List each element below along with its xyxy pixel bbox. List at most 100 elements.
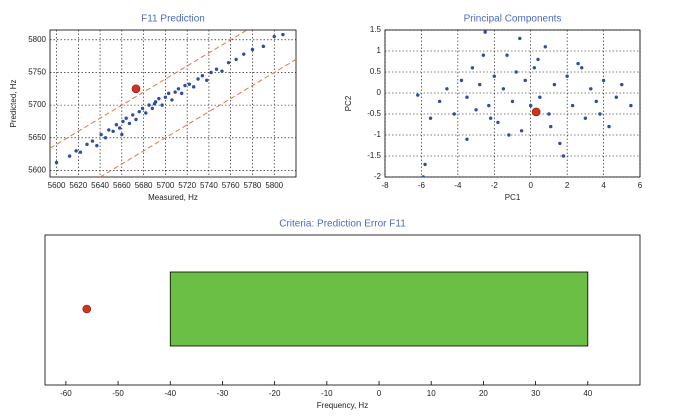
data-point	[205, 78, 209, 83]
y-tick-label: -0.5	[367, 109, 381, 118]
x-tick-label: 0	[528, 181, 533, 190]
data-point	[200, 74, 205, 78]
data-point	[607, 124, 611, 129]
data-point	[85, 142, 89, 147]
x-axis-label: Frequency, Hz	[317, 401, 368, 410]
chart-title: F11 Prediction	[141, 14, 205, 25]
x-tick-label: -40	[164, 389, 176, 398]
data-point	[54, 160, 59, 165]
data-point	[501, 87, 506, 91]
data-point	[209, 70, 213, 75]
data-point	[518, 36, 522, 41]
data-point	[445, 87, 449, 91]
data-point	[547, 112, 551, 116]
y-tick-label: 5800	[28, 35, 46, 44]
data-point	[505, 53, 509, 57]
data-point	[103, 136, 108, 140]
data-point	[558, 141, 562, 146]
x-tick-label: 20	[479, 389, 488, 398]
x-tick-label: 5720	[178, 181, 196, 190]
chart-title: Criteria: Prediction Error F11	[279, 219, 406, 230]
x-tick-label: -50	[112, 389, 124, 398]
data-point	[74, 149, 78, 153]
data-point	[131, 113, 135, 117]
data-point	[570, 103, 575, 108]
plot-area	[49, 29, 297, 178]
data-point	[99, 132, 103, 137]
data-point	[187, 82, 192, 86]
chart-title: Principal Components	[464, 14, 562, 25]
data-point	[152, 102, 157, 106]
y-axis-label: Predicted, Hz	[9, 79, 18, 127]
data-point	[67, 154, 72, 158]
x-tick-label: 0	[377, 389, 382, 398]
reference-line	[99, 58, 296, 177]
data-point	[452, 112, 456, 116]
data-point	[166, 91, 171, 96]
data-point	[470, 66, 475, 70]
data-point	[250, 47, 255, 52]
data-point	[483, 30, 487, 34]
x-tick-label: 5780	[244, 181, 262, 190]
data-point	[474, 108, 478, 112]
data-point	[144, 111, 148, 115]
data-point	[107, 128, 111, 132]
x-tick-label: 5740	[200, 181, 218, 190]
highlight-point	[531, 107, 541, 117]
data-point	[117, 126, 122, 130]
data-point	[576, 61, 580, 66]
data-point	[538, 95, 542, 99]
data-point	[114, 123, 119, 127]
y-tick-label: 0.5	[370, 67, 382, 76]
data-point	[428, 116, 433, 120]
x-tick-label: -8	[381, 181, 389, 190]
y-tick-label: 5650	[28, 133, 46, 142]
data-point	[134, 117, 138, 122]
data-point	[510, 99, 515, 104]
data-point	[281, 32, 285, 37]
x-axis-label: Measured, Hz	[148, 193, 198, 202]
y-tick-label: 5600	[28, 166, 46, 175]
x-tick-label: 10	[427, 389, 436, 398]
data-point	[594, 99, 598, 104]
data-point	[423, 162, 427, 167]
y-tick-label: -2	[374, 172, 382, 181]
data-point	[176, 87, 181, 91]
data-point	[523, 78, 527, 83]
x-tick-label: -60	[60, 389, 72, 398]
y-tick-label: 1.5	[370, 25, 382, 34]
data-point	[629, 103, 633, 108]
data-point	[536, 57, 540, 62]
data-point	[124, 116, 128, 120]
data-point	[183, 83, 187, 88]
data-point	[465, 137, 469, 141]
x-tick-label: 4	[601, 181, 606, 190]
y-tick-label: -1.5	[367, 151, 381, 160]
data-point	[421, 175, 425, 177]
reference-line	[50, 30, 248, 149]
data-point	[496, 120, 500, 125]
highlight-point	[131, 84, 141, 94]
x-tick-label: 5600	[48, 181, 66, 190]
data-point	[465, 95, 469, 99]
data-point	[487, 103, 491, 108]
y-tick-label: 5750	[28, 68, 46, 77]
data-point	[620, 82, 624, 87]
data-point	[561, 154, 566, 158]
data-point	[583, 116, 588, 120]
x-tick-label: 5680	[135, 181, 153, 190]
data-point	[459, 78, 464, 83]
data-point	[157, 96, 161, 101]
data-point	[261, 44, 266, 49]
data-point	[478, 82, 482, 87]
data-point	[214, 67, 219, 71]
data-point	[78, 150, 83, 154]
data-point	[180, 91, 184, 96]
data-point	[492, 74, 496, 78]
data-point	[589, 87, 593, 91]
data-point	[580, 66, 584, 70]
data-point	[121, 119, 125, 124]
x-tick-label: 30	[531, 389, 540, 398]
x-tick-label: 5660	[113, 181, 131, 190]
